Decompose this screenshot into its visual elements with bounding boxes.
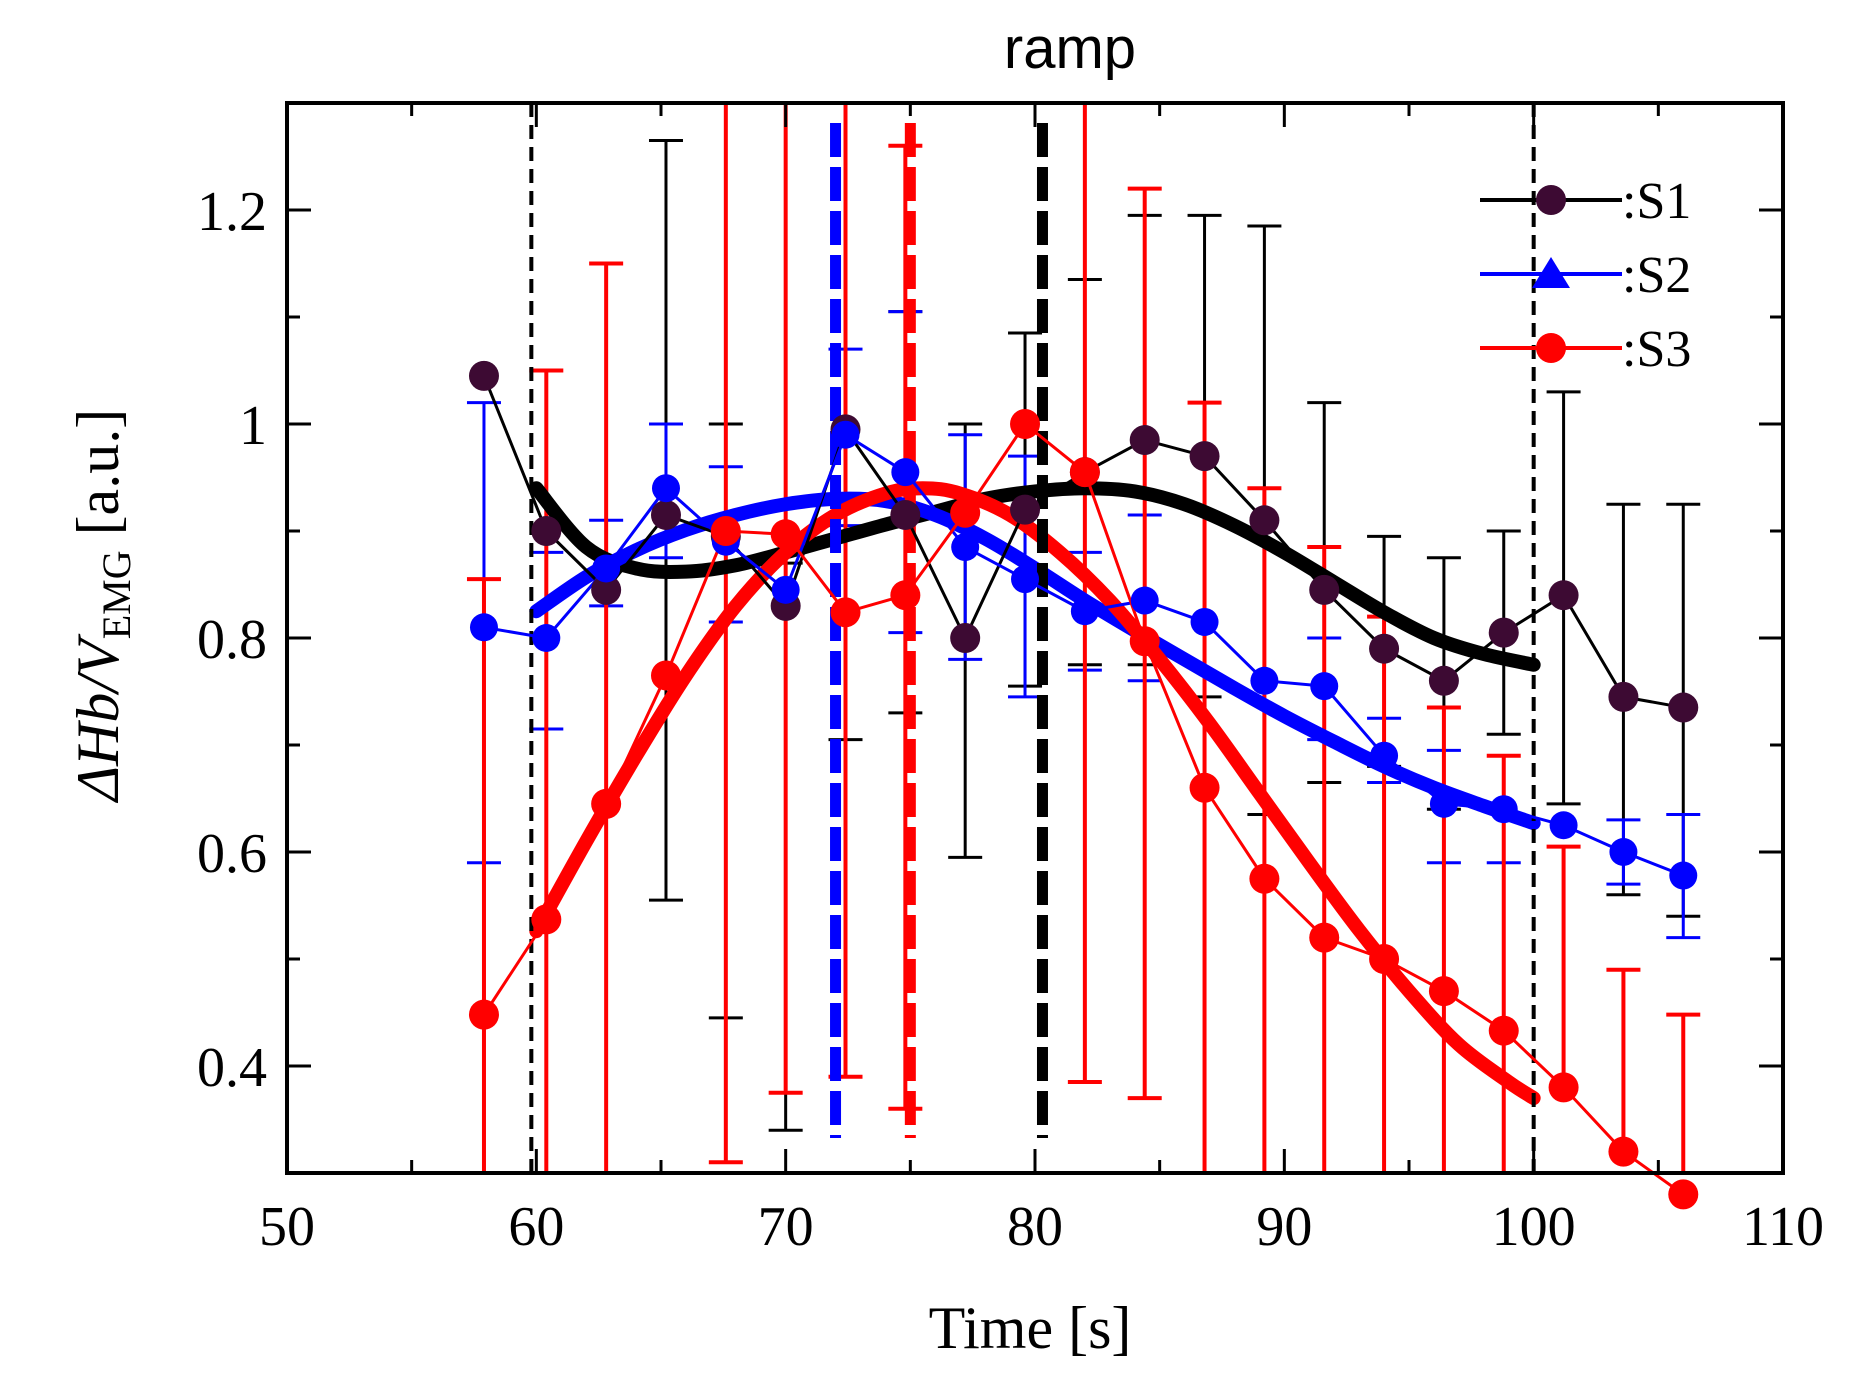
y-tick-label: 1.2 [197,181,267,243]
x-tick-label: 80 [1007,1196,1063,1258]
data-point [1549,811,1578,840]
y-axis-title: ΔHb/VEMG [a.u.] [65,409,139,803]
data-point [1129,626,1160,657]
data-point [1488,1015,1519,1046]
y-axis-title-main: ΔHb/V [65,633,131,803]
data-point [1309,574,1340,605]
data-point [1488,617,1519,648]
data-point [468,999,499,1030]
ticks [285,101,1785,1175]
fit-curve [529,481,1541,672]
axes [285,101,1785,1175]
data-point [771,575,800,604]
data-point [531,904,562,935]
data-point [1129,425,1160,456]
legend-marker [1536,333,1566,363]
legend-marker [1536,185,1566,215]
data-point [1189,441,1220,472]
x-tick-label: 50 [259,1196,315,1258]
data-point [1669,861,1698,890]
data-point [950,623,981,653]
data-point [1010,494,1041,525]
y-tick-label: 0.8 [197,609,267,671]
legend: :S1 :S2 :S3 [1480,173,1691,378]
data-point [1428,665,1459,696]
data-point [1369,944,1400,974]
x-tick-label: 60 [508,1196,564,1258]
markers [468,360,1699,1210]
fit-curve [529,491,1541,831]
chart-title: ramp [1004,16,1136,81]
legend-label: :S1 [1622,173,1691,230]
data-point [890,580,921,611]
data-point [650,660,681,691]
data-point [650,499,681,530]
data-point [1189,772,1220,803]
data-point [951,533,980,562]
peak-lines [830,123,1048,1138]
data-point [1250,666,1279,695]
legend-label: :S2 [1622,247,1691,304]
x-tick-label: 90 [1256,1196,1312,1258]
data-point [1011,565,1040,594]
y-tick-label: 0.6 [197,823,267,885]
data-point [468,360,499,391]
data-point [1609,838,1638,866]
data-point [1668,1179,1699,1210]
y-axis-title-subscript: EMG [94,550,139,639]
data-point [469,613,498,642]
data-point [1608,1136,1639,1167]
data-point [830,597,861,628]
data-point [1069,457,1100,488]
data-point [1310,672,1339,701]
data-point [532,624,561,652]
data-point [1608,681,1639,712]
data-point [592,554,621,583]
data-point [1369,633,1400,664]
data-point [770,519,801,550]
data-point [1309,922,1340,953]
data-point [1070,597,1099,626]
tick-labels: 50 60 70 80 90 100 110 0.4 0.6 0.8 1 1.2 [197,181,1824,1258]
data-point [1548,580,1579,611]
data-point [1190,607,1219,636]
data-point [1668,692,1699,723]
data-point [1370,741,1399,770]
x-tick-label: 70 [758,1196,814,1258]
x-tick-label: 100 [1492,1196,1576,1258]
data-point [1010,409,1041,439]
data-point [591,788,622,819]
x-axis-title: Time [s] [929,1295,1132,1361]
data-point [1428,976,1459,1007]
data-point [1548,1072,1579,1103]
legend-label: :S3 [1622,321,1691,378]
reference-lines [529,103,1536,1173]
y-tick-label: 1 [239,395,267,457]
data-point [1130,586,1159,615]
data-point [651,474,680,503]
plot-frame [285,101,1785,1175]
x-tick-label: 110 [1742,1196,1824,1258]
data-point [1249,863,1280,894]
data-point [831,420,860,449]
legend-marker [1532,257,1570,288]
data-point [890,499,921,530]
data-point [891,458,920,487]
data-point [1429,789,1458,818]
data-point [591,574,622,605]
y-tick-label: 0.4 [197,1037,267,1099]
data-point [950,497,981,528]
y-axis-title-unit: [a.u.] [65,409,131,551]
data-point [531,516,562,546]
data-point [1249,505,1280,536]
data-point [1489,795,1518,824]
data-point [710,516,741,546]
